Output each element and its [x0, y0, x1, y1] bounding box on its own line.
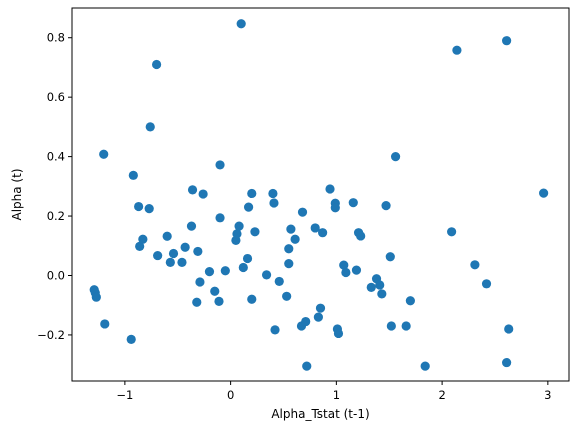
x-tick-label: 1 — [333, 388, 340, 402]
data-point — [192, 297, 202, 307]
data-point — [386, 321, 396, 331]
data-point — [215, 213, 225, 223]
data-point — [232, 229, 242, 239]
data-point — [377, 289, 387, 299]
data-point — [247, 188, 257, 199]
points-layer — [89, 19, 549, 371]
data-point — [339, 260, 349, 270]
data-point — [220, 266, 230, 276]
data-point — [504, 324, 514, 334]
data-point — [385, 252, 395, 262]
y-tick-label: −0.2 — [37, 328, 65, 342]
data-point — [247, 294, 257, 304]
data-point — [186, 221, 197, 231]
data-point — [153, 250, 163, 261]
y-axis-ticks: −0.2 0.0 0.2 0.4 0.6 0.8 — [37, 31, 72, 342]
data-point — [390, 152, 401, 162]
y-tick-label: 0.4 — [47, 150, 65, 164]
data-point — [236, 19, 246, 29]
data-point — [134, 201, 144, 212]
data-point — [91, 292, 101, 302]
data-point — [100, 319, 110, 329]
x-tick-label: −1 — [116, 388, 133, 402]
x-tick-label: 0 — [227, 388, 234, 402]
x-tick-label: 2 — [438, 388, 445, 402]
data-point — [325, 184, 335, 194]
data-point — [261, 270, 272, 280]
data-point — [243, 202, 254, 212]
data-point — [152, 59, 162, 70]
data-point — [301, 316, 311, 327]
data-point — [274, 276, 284, 287]
y-axis-label: Alpha (t) — [10, 168, 24, 220]
data-point — [452, 45, 462, 55]
data-point — [135, 241, 145, 251]
data-point — [375, 280, 385, 290]
data-point — [234, 221, 244, 231]
data-point — [126, 334, 136, 344]
data-point — [270, 325, 280, 335]
data-point — [242, 253, 253, 264]
data-point — [302, 361, 312, 371]
data-point — [313, 312, 323, 322]
data-point — [204, 267, 215, 277]
data-point — [341, 267, 351, 278]
data-point — [502, 36, 512, 46]
x-axis-ticks: −1 0 1 2 3 — [116, 381, 552, 402]
data-point — [144, 204, 154, 214]
data-point — [420, 361, 430, 371]
data-point — [447, 227, 457, 237]
data-point — [180, 242, 190, 252]
data-point — [215, 160, 225, 170]
data-point — [284, 244, 294, 254]
data-point — [470, 260, 480, 270]
data-point — [214, 296, 224, 306]
data-point — [195, 277, 205, 287]
data-point — [238, 262, 248, 273]
data-point — [128, 170, 138, 180]
data-point — [284, 259, 294, 269]
data-point — [401, 321, 411, 331]
data-point — [330, 203, 340, 213]
data-point — [210, 286, 220, 296]
y-tick-label: 0.0 — [47, 268, 65, 282]
data-point — [297, 207, 308, 217]
data-point — [198, 189, 208, 199]
data-point — [381, 201, 391, 211]
data-point — [315, 303, 326, 313]
data-point — [168, 248, 179, 259]
data-point — [318, 228, 328, 238]
data-point — [290, 234, 300, 244]
data-point — [187, 185, 198, 195]
data-point — [177, 257, 187, 268]
data-point — [269, 198, 279, 208]
data-point — [99, 149, 109, 159]
data-point — [333, 328, 344, 339]
data-point — [193, 246, 203, 257]
data-point — [366, 282, 376, 292]
data-point — [481, 279, 492, 289]
y-tick-label: 0.8 — [47, 31, 65, 45]
data-point — [165, 257, 175, 268]
data-point — [351, 265, 362, 275]
x-tick-label: 3 — [544, 388, 551, 402]
y-tick-label: 0.2 — [47, 209, 65, 223]
data-point — [539, 188, 549, 198]
data-point — [286, 224, 296, 234]
data-point — [502, 357, 512, 368]
data-point — [282, 291, 292, 301]
data-point — [356, 231, 366, 241]
y-tick-label: 0.6 — [47, 90, 65, 104]
data-point — [405, 296, 415, 306]
data-point — [310, 223, 320, 233]
data-point — [250, 227, 260, 237]
data-point — [268, 188, 278, 199]
data-point — [138, 234, 148, 244]
data-point — [145, 122, 155, 132]
data-point — [162, 231, 172, 241]
x-axis-label: Alpha_Tstat (t-1) — [271, 407, 369, 421]
plot-frame — [71, 7, 570, 382]
data-point — [348, 198, 358, 208]
